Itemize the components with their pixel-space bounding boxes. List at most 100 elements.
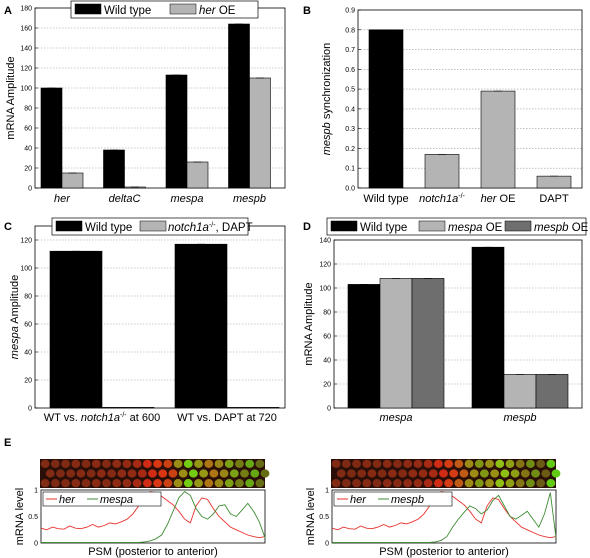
panel-e-right-cell xyxy=(495,459,505,468)
panel-e-left-cell xyxy=(219,469,229,478)
panel-e-left-cell xyxy=(81,459,91,468)
panel-e-left-cell xyxy=(204,479,214,488)
panel-e-right-cell xyxy=(454,459,464,468)
panel-e-right-cell xyxy=(464,479,474,488)
panel-e-right-cell xyxy=(531,469,540,478)
panel-e-right-cell xyxy=(377,469,387,478)
panel-a-ytick-label: 140 xyxy=(20,46,32,53)
panel-e-right-cell xyxy=(413,459,423,468)
panel-e-left-cell xyxy=(173,459,183,468)
panel-e-left-cell xyxy=(102,479,111,488)
panel-a-ytick-label: 120 xyxy=(20,66,32,73)
panel-e-right-ytick-label: 0 xyxy=(325,541,329,548)
panel-c-bar xyxy=(174,243,228,409)
panel-e-left-cell xyxy=(255,459,265,468)
panel-e-right-cell xyxy=(362,459,372,468)
panel-e-right-cell xyxy=(536,459,546,468)
panel-e-right-cell xyxy=(362,479,372,488)
panel-e-left-cell xyxy=(240,469,249,478)
panel-c-ytick-label: 80 xyxy=(24,294,32,301)
panel-e-right-cell xyxy=(357,469,367,478)
panel-b-ytick-label: 0.0 xyxy=(345,186,355,193)
panel-e-left-ytick-label: 1 xyxy=(34,488,38,495)
panel-c-bar xyxy=(49,250,103,409)
panel-e-right-cell xyxy=(551,469,561,478)
panel-b-plot-frame xyxy=(357,9,583,189)
panel-e-left-cell xyxy=(56,469,65,478)
panel-e-left-cell xyxy=(224,479,234,488)
panel-a-legend-swatch xyxy=(169,3,197,15)
panel-c-chart: 0 20 40 60 80 100 120 WT vs. notch1a-/- at 600 W… xyxy=(9,217,286,424)
panel-a-bar xyxy=(103,149,125,189)
panel-e-left-cell xyxy=(71,459,81,468)
panel-e-left-line-mespa xyxy=(41,491,266,543)
panel-e-left-cell xyxy=(112,479,122,488)
panel-b-ytick-label: 0.8 xyxy=(345,27,355,34)
panel-e-left-cell xyxy=(117,469,127,478)
panel-b-bar xyxy=(536,175,572,189)
panel-a-ytick-label: 60 xyxy=(24,126,32,133)
panel-d-ytick-label: 0 xyxy=(327,406,331,413)
panel-a-ytick-label: 100 xyxy=(20,86,32,93)
panel-e-left-cell xyxy=(163,479,173,488)
panel-e-left-cell xyxy=(102,459,111,468)
panel-e-right-cell xyxy=(336,469,346,478)
panel-a-ytick-label: 40 xyxy=(24,146,32,153)
panel-e-left-ytick-label: 0.5 xyxy=(28,514,38,521)
panel-c-ytick-label: 40 xyxy=(24,350,32,357)
panel-e-left-cell xyxy=(158,469,168,478)
panel-e-right-plot-frame xyxy=(331,489,557,544)
panel-e-left-legend-box xyxy=(42,491,162,507)
panel-d-legend-swatch xyxy=(504,220,532,232)
panel-e-right-cell xyxy=(331,479,341,488)
panel-e-right-cell xyxy=(500,469,510,478)
panel-b-ytick-label: 0.4 xyxy=(345,106,355,113)
panel-e-left-cell xyxy=(173,479,183,488)
panel-d-category-label: mespa xyxy=(379,412,412,424)
panel-b-bar xyxy=(480,90,516,189)
panel-e-left-cell xyxy=(61,479,70,488)
panel-e-right-ytick-label: 0.5 xyxy=(319,514,329,521)
panel-d-ytick-label: 100 xyxy=(319,286,331,293)
panel-b-category-label: DAPT xyxy=(539,193,569,205)
panel-label-c: C xyxy=(4,221,12,233)
panel-e-right-cell xyxy=(546,459,556,468)
panel-d-ytick-label: 60 xyxy=(323,334,331,341)
panel-e-left-cell xyxy=(245,459,255,468)
panel-a-bar xyxy=(249,77,271,189)
panel-e-right-cell xyxy=(485,459,494,468)
panel-e-right-cell xyxy=(454,479,464,488)
panel-d-bar xyxy=(379,278,413,409)
panel-e-right-cell xyxy=(398,469,408,478)
panel-e-left-cell xyxy=(260,469,270,478)
panel-b-bar xyxy=(368,29,404,189)
panel-c-y-axis-label: mespa Amplitude xyxy=(9,275,21,359)
panel-e-left-cell xyxy=(61,459,70,468)
panel-e-left-cell xyxy=(122,479,132,488)
panel-a-bar xyxy=(186,161,209,189)
panel-e-right-cell xyxy=(418,469,428,478)
panel-e-left-cell xyxy=(81,479,91,488)
panel-e-right-cell xyxy=(505,459,515,468)
panel-c-ytick-label: 60 xyxy=(24,322,32,329)
panel-e-left-cell xyxy=(204,459,214,468)
panel-c-legend-swatch xyxy=(55,220,83,232)
panel-e-left-cell xyxy=(183,459,193,468)
panel-e-right-y-axis-label: mRNA level xyxy=(305,488,317,545)
panel-d-bar xyxy=(471,246,505,409)
panel-label-d: D xyxy=(303,221,311,233)
panel-e-left-cell xyxy=(107,469,117,478)
panel-b-ytick-label: 0.1 xyxy=(345,166,355,173)
panel-e-left-cell xyxy=(168,469,178,478)
panel-e-right-cell xyxy=(520,469,530,478)
panel-e-left-cell xyxy=(40,459,50,468)
panel-e-left-cell xyxy=(132,459,142,468)
panel-d-plot-frame xyxy=(333,239,583,409)
panel-e-right-ytick-label: 1 xyxy=(325,488,329,495)
panel-e-right-cell xyxy=(474,479,484,488)
panel-a-bar xyxy=(40,87,63,189)
panel-e-right-cell xyxy=(408,469,418,478)
panel-e-right-cell xyxy=(387,469,397,478)
panel-d-y-axis-label: mRNA Amplitude xyxy=(303,282,315,365)
panel-e-right-cell xyxy=(367,469,377,478)
